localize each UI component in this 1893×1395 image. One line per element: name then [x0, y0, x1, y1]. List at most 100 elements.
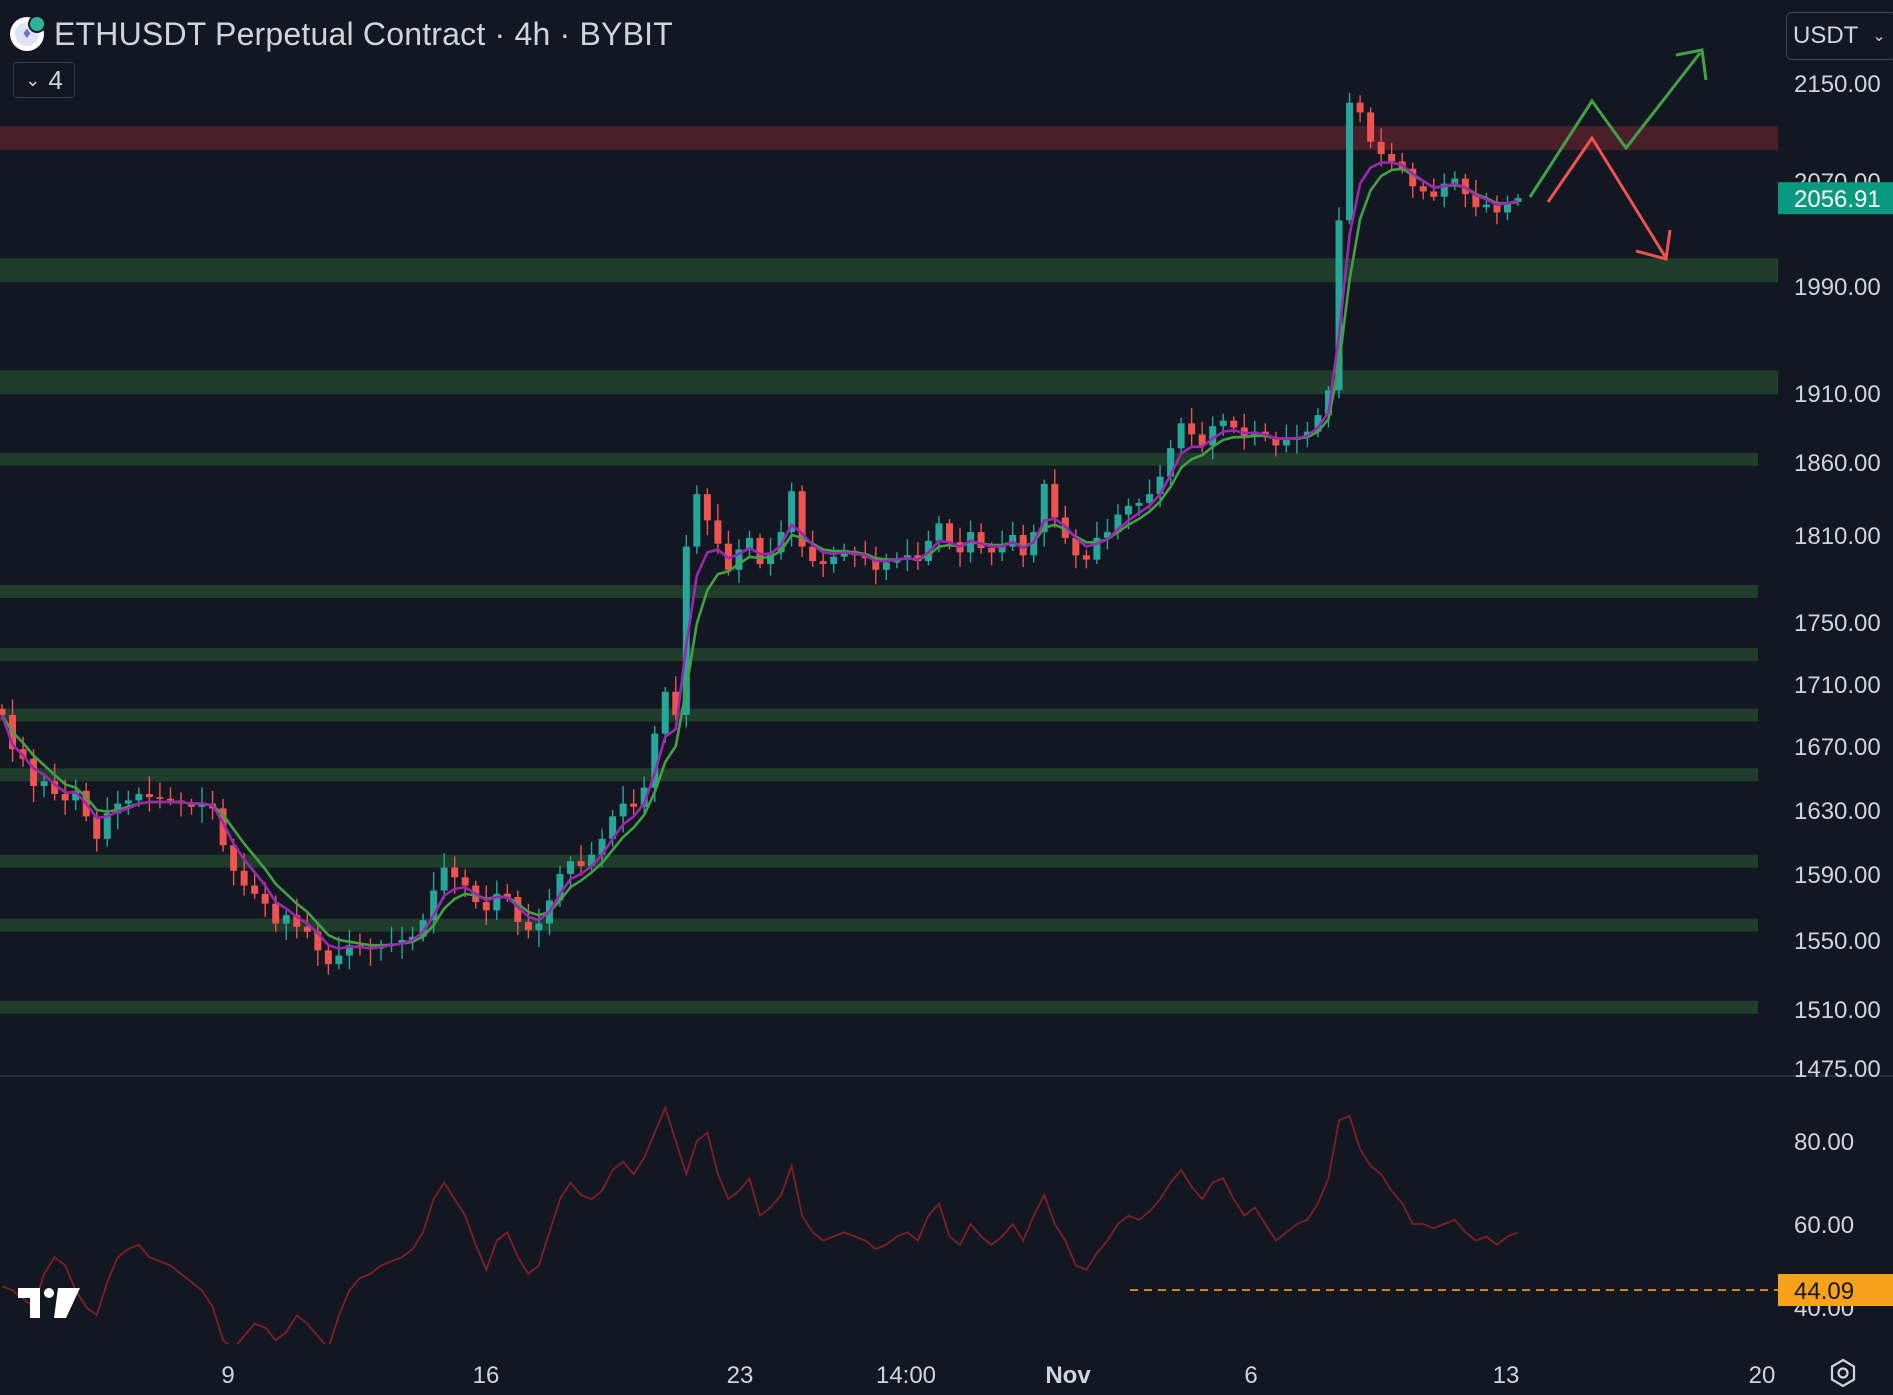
candle-body — [514, 897, 522, 922]
candle-body — [1356, 102, 1364, 113]
candle — [30, 749, 38, 802]
candle — [798, 485, 806, 557]
candle-body — [988, 548, 996, 553]
candle — [777, 520, 785, 560]
candle — [1040, 479, 1048, 547]
candle — [451, 856, 459, 894]
candle-body — [1388, 154, 1396, 162]
candle-body — [1419, 186, 1427, 192]
candle-body — [1114, 514, 1122, 533]
candle — [703, 488, 711, 535]
support-zone — [0, 854, 1758, 868]
candle-body — [30, 758, 38, 786]
time-tick-label: 6 — [1244, 1362, 1257, 1389]
rsi-tick-label: 80.00 — [1794, 1129, 1854, 1156]
candle — [482, 885, 490, 926]
price-tick-label: 2150.00 — [1794, 71, 1881, 98]
candle-body — [282, 915, 290, 924]
time-tick-label: Nov — [1045, 1362, 1091, 1389]
candles-layer — [0, 92, 1522, 975]
candle-body — [51, 781, 59, 794]
candle — [1377, 128, 1385, 167]
candle-body — [219, 808, 227, 846]
candle-body — [1335, 220, 1343, 391]
current-price-label: 2056.91 — [1794, 186, 1881, 213]
candle — [1188, 408, 1196, 446]
candle-body — [661, 691, 669, 734]
price-tick-label: 1550.00 — [1794, 928, 1881, 955]
candle — [1503, 195, 1511, 221]
price-tick-label: 1990.00 — [1794, 274, 1881, 301]
price-tick-label: 1910.00 — [1794, 381, 1881, 408]
candle-body — [903, 555, 911, 559]
candle — [577, 845, 585, 876]
candle-body — [1072, 537, 1080, 556]
chart-header: ♦ ETHUSDT Perpetual Contract · 4h · BYBI… — [10, 12, 673, 56]
tradingview-logo[interactable] — [18, 1286, 80, 1320]
candle-body — [1440, 183, 1448, 197]
candle-body — [767, 552, 775, 564]
candle — [1388, 143, 1396, 170]
candle — [1451, 171, 1459, 191]
candle-body — [324, 950, 332, 965]
candle — [156, 782, 164, 809]
ethereum-icon[interactable]: ♦ — [10, 15, 46, 51]
candle-body — [1177, 423, 1185, 449]
support-zone — [0, 648, 1758, 662]
candle — [261, 882, 269, 917]
gear-icon[interactable] — [1828, 1358, 1858, 1388]
price-tick-label: 1860.00 — [1794, 450, 1881, 477]
price-tick-label: 1475.00 — [1794, 1056, 1881, 1083]
candle-body — [335, 955, 343, 965]
symbol-title[interactable]: ETHUSDT Perpetual Contract · 4h · BYBIT — [54, 15, 673, 52]
candle — [1261, 423, 1269, 442]
time-axis: 9 16 23 14:00 Nov 6 13 20 — [221, 1362, 1775, 1389]
candle — [1009, 521, 1017, 551]
candle-body — [251, 885, 259, 894]
candle-body — [461, 877, 469, 886]
indicator-toggle-button[interactable]: ⌄ 4 — [13, 62, 75, 98]
candle — [335, 936, 343, 970]
candle-body — [1493, 204, 1501, 213]
candle-body — [567, 861, 574, 874]
candle — [872, 546, 880, 585]
candle-body — [703, 494, 711, 521]
candle — [524, 903, 532, 939]
candle — [882, 553, 890, 580]
candle-body — [1272, 437, 1280, 446]
candle — [661, 687, 669, 743]
candle-body — [882, 562, 890, 570]
candle-body — [1019, 535, 1027, 556]
candle-body — [524, 921, 532, 931]
candle — [324, 943, 332, 975]
candle — [1472, 179, 1480, 217]
rsi-marker-label: 44.09 — [1794, 1278, 1854, 1305]
candle-body — [588, 854, 596, 866]
candle-body — [1514, 198, 1522, 202]
candle-body — [314, 931, 322, 951]
candle-body — [188, 803, 195, 807]
candle-body — [398, 940, 406, 944]
chevron-down-icon: ⌄ — [1872, 28, 1886, 45]
candle-body — [819, 561, 827, 564]
up-arrow-path — [1528, 52, 1702, 198]
candle-body — [503, 893, 511, 898]
candle-body — [1346, 102, 1354, 221]
candle-body — [1103, 532, 1111, 538]
candle-body — [419, 920, 427, 937]
candle-body — [93, 816, 101, 839]
candle — [903, 539, 911, 572]
candle — [1082, 549, 1090, 569]
candle-body — [61, 794, 69, 801]
candle-body — [1093, 537, 1101, 560]
currency-label: USDT — [1793, 22, 1859, 49]
candle-body — [935, 523, 943, 541]
currency-selector[interactable]: USDT ⌄ — [1786, 12, 1893, 60]
candle-body — [977, 532, 985, 549]
candle-body — [1040, 483, 1048, 533]
candle — [198, 787, 206, 823]
price-tick-label: 1510.00 — [1794, 997, 1881, 1024]
candle — [1346, 92, 1354, 225]
down-arrow-path — [1546, 135, 1668, 259]
